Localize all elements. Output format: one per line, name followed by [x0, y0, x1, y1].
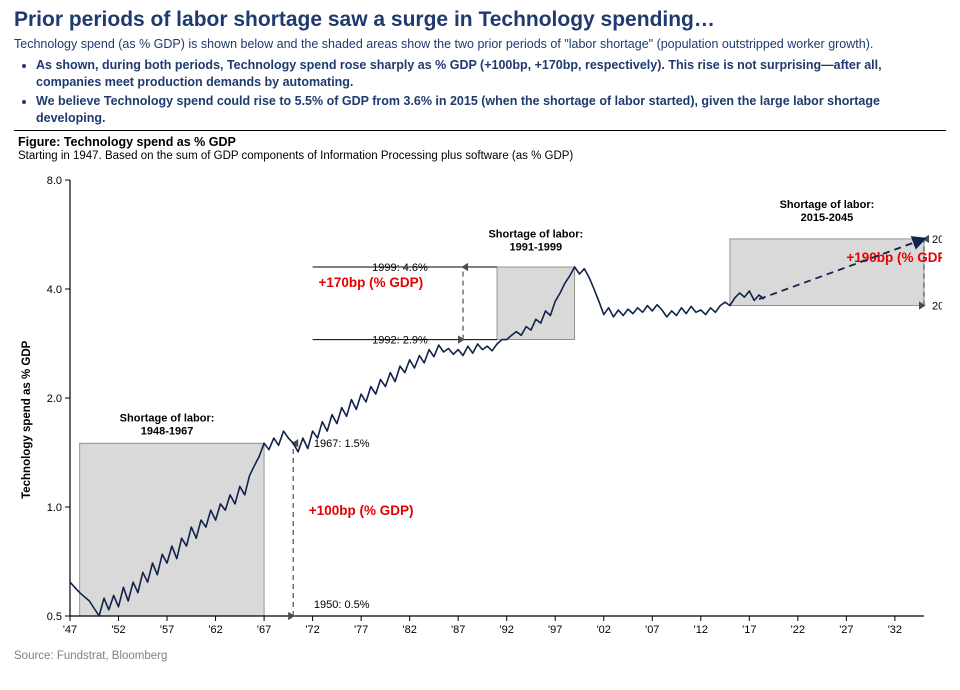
svg-text:Shortage of labor:: Shortage of labor: — [488, 229, 583, 241]
svg-text:Technology spend as % GDP: Technology spend as % GDP — [21, 341, 33, 500]
svg-text:1967: 1.5%: 1967: 1.5% — [314, 439, 370, 451]
svg-text:1992: 2.9%: 1992: 2.9% — [372, 335, 428, 347]
figure-title: Figure: Technology spend as % GDP — [18, 135, 946, 149]
svg-text:'32: '32 — [888, 624, 902, 636]
svg-text:0.5: 0.5 — [47, 611, 62, 623]
svg-text:+170bp (% GDP): +170bp (% GDP) — [319, 275, 424, 290]
divider — [14, 130, 946, 131]
svg-text:2045: 5.5%: 2045: 5.5% — [932, 234, 942, 246]
svg-text:'77: '77 — [354, 624, 368, 636]
svg-text:'82: '82 — [402, 624, 416, 636]
figure-subtitle: Starting in 1947. Based on the sum of GD… — [18, 150, 946, 162]
svg-text:'87: '87 — [451, 624, 465, 636]
svg-text:1999: 4.6%: 1999: 4.6% — [372, 262, 428, 274]
svg-text:2015-2045: 2015-2045 — [801, 212, 854, 224]
svg-text:'67: '67 — [257, 624, 271, 636]
svg-text:'62: '62 — [208, 624, 222, 636]
chart-container: Shortage of labor:1948-1967Shortage of l… — [14, 166, 942, 646]
svg-text:1948-1967: 1948-1967 — [141, 426, 194, 438]
svg-text:1.0: 1.0 — [47, 502, 62, 514]
svg-text:4.0: 4.0 — [47, 284, 62, 296]
bullet-list: As shown, during both periods, Technolog… — [14, 57, 946, 127]
svg-text:'97: '97 — [548, 624, 562, 636]
bullet-item: We believe Technology spend could rise t… — [36, 93, 946, 127]
svg-text:'17: '17 — [742, 624, 756, 636]
tech-spend-chart: Shortage of labor:1948-1967Shortage of l… — [14, 166, 942, 646]
svg-text:Shortage of labor:: Shortage of labor: — [780, 199, 875, 211]
svg-text:'52: '52 — [111, 624, 125, 636]
source-caption: Source: Fundstrat, Bloomberg — [14, 650, 946, 662]
svg-text:'12: '12 — [694, 624, 708, 636]
svg-text:1991-1999: 1991-1999 — [510, 242, 563, 254]
page-subtitle: Technology spend (as % GDP) is shown bel… — [14, 36, 946, 53]
svg-text:1950: 0.5%: 1950: 0.5% — [314, 599, 370, 611]
page-title: Prior periods of labor shortage saw a su… — [14, 8, 946, 32]
bullet-item: As shown, during both periods, Technolog… — [36, 57, 946, 91]
svg-text:'02: '02 — [597, 624, 611, 636]
svg-text:+100bp (% GDP): +100bp (% GDP) — [309, 503, 414, 518]
svg-text:2.0: 2.0 — [47, 393, 62, 405]
svg-text:'92: '92 — [500, 624, 514, 636]
svg-text:'07: '07 — [645, 624, 659, 636]
svg-text:8.0: 8.0 — [47, 175, 62, 187]
svg-text:'57: '57 — [160, 624, 174, 636]
page-root: Prior periods of labor shortage saw a su… — [0, 0, 960, 690]
svg-text:'47: '47 — [63, 624, 77, 636]
svg-text:'72: '72 — [305, 624, 319, 636]
svg-text:'22: '22 — [791, 624, 805, 636]
svg-text:2015: 3.6%: 2015: 3.6% — [932, 301, 942, 313]
svg-text:'27: '27 — [839, 624, 853, 636]
svg-text:Shortage of labor:: Shortage of labor: — [120, 413, 215, 425]
